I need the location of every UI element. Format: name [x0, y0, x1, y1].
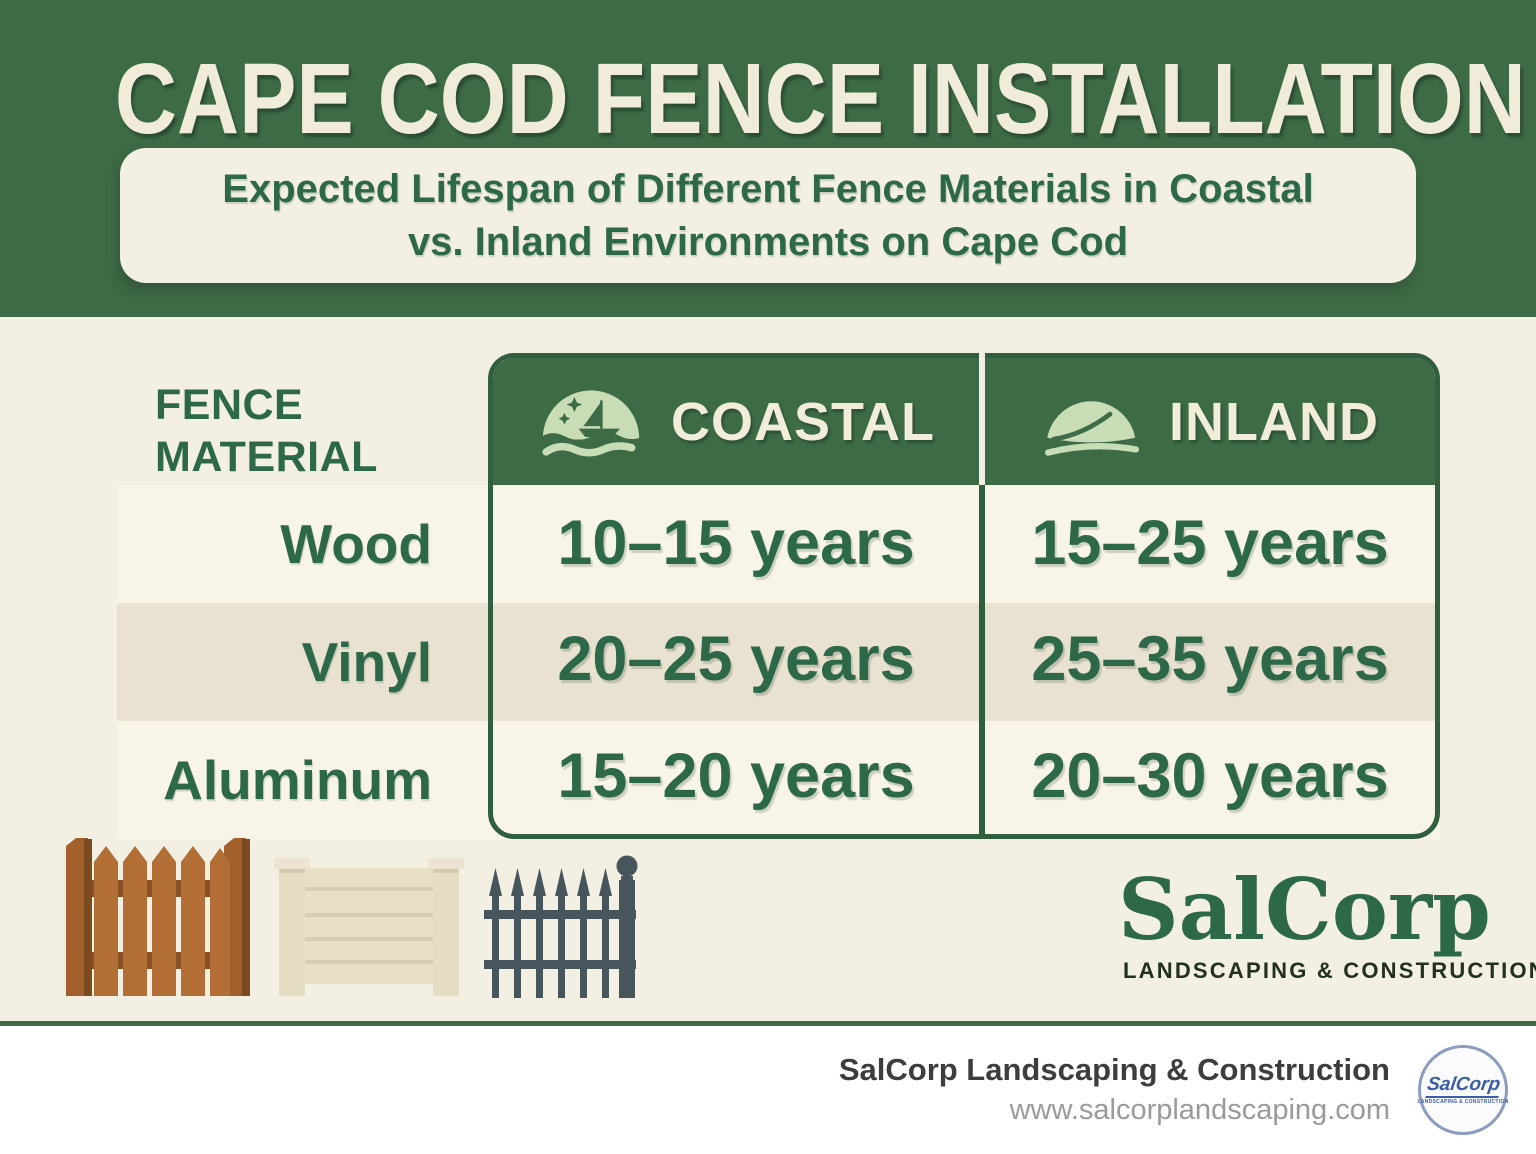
- footer-bar: SalCorp Landscaping & Construction www.s…: [0, 1026, 1536, 1154]
- page-title-text: CAPE COD FENCE INSTALLATION: [114, 43, 1526, 155]
- subtitle-line-2: vs. Inland Environments on Cape Cod: [407, 219, 1129, 264]
- column-divider: [979, 485, 985, 834]
- coastal-header: COASTAL: [493, 358, 979, 485]
- table-row-stripe-aluminum: [117, 721, 1440, 839]
- subtitle-line-1: Expected Lifespan of Different Fence Mat…: [222, 166, 1314, 211]
- value-aluminum-inland: 20–30 years: [1031, 740, 1389, 811]
- value-vinyl-coastal: 20–25 years: [557, 624, 915, 695]
- inland-header-label: INLAND: [1169, 391, 1379, 452]
- value-vinyl-inland: 25–35 years: [1031, 624, 1389, 695]
- value-wood-coastal: 10–15 years: [557, 508, 915, 579]
- footer-website-link[interactable]: www.salcorplandscaping.com: [1009, 1094, 1390, 1126]
- inland-hill-icon: [1044, 400, 1140, 456]
- footer-divider: [0, 1021, 1536, 1026]
- coastal-header-label: COASTAL: [671, 391, 935, 452]
- salcorp-badge-logo: SalCorp LANDSCAPING & CONSTRUCTION: [1417, 1045, 1509, 1135]
- brand-tagline: LANDSCAPING & CONSTRUCTION: [1123, 958, 1536, 984]
- brand-logo-text: SalCorp: [1118, 860, 1491, 959]
- material-column-header: FENCE MATERIAL: [155, 381, 378, 482]
- comparison-table-box: COASTAL INLAND 10–15 years 15–25 years 2…: [488, 353, 1440, 839]
- footer-text: SalCorp Landscaping & Construction www.s…: [839, 1052, 1390, 1127]
- column-headers: COASTAL INLAND: [493, 358, 1435, 485]
- lifespan-values: 10–15 years 15–25 years 20–25 years 25–3…: [493, 485, 1435, 834]
- table-row-stripe-vinyl: [117, 603, 1440, 721]
- table-row-stripe-wood: [117, 485, 1440, 603]
- material-column: Wood Vinyl Aluminum: [117, 485, 488, 839]
- vinyl-fence-illustration: [269, 856, 469, 1003]
- badge-logo-text: SalCorp: [1424, 1074, 1501, 1098]
- footer-company-name: SalCorp Landscaping & Construction: [838, 1052, 1390, 1087]
- page-title: CAPE COD FENCE INSTALLATION: [0, 42, 1536, 157]
- header-tab-gap: [979, 353, 985, 485]
- material-label-vinyl: Vinyl: [301, 631, 432, 693]
- brand-block: SalCorp LANDSCAPING & CONSTRUCTION: [1118, 860, 1536, 984]
- column-header-background: [493, 358, 1435, 485]
- subtitle-box: Expected Lifespan of Different Fence Mat…: [120, 148, 1416, 283]
- badge-logo-tagline: LANDSCAPING & CONSTRUCTION: [1417, 1099, 1509, 1106]
- value-wood-inland: 15–25 years: [1031, 508, 1389, 579]
- material-label-wood: Wood: [280, 513, 432, 575]
- value-aluminum-coastal: 15–20 years: [557, 740, 915, 811]
- aluminum-fence-illustration: [482, 854, 648, 1005]
- material-label-aluminum: Aluminum: [163, 749, 432, 811]
- wood-picket-fence-illustration: [62, 834, 254, 1005]
- lifespan-table: FENCE MATERIAL Wood Vinyl Aluminum: [117, 353, 1440, 840]
- inland-header: INLAND: [985, 358, 1435, 485]
- header-banner: CAPE COD FENCE INSTALLATION Expected Lif…: [0, 0, 1536, 317]
- coastal-beach-sailboat-icon: [537, 389, 645, 456]
